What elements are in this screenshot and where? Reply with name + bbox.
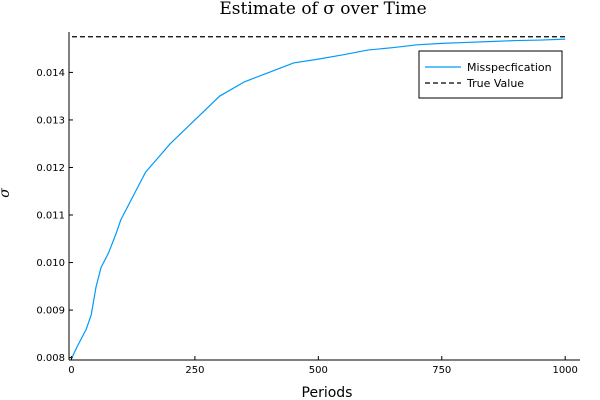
y-tick-label: 0.008 — [36, 353, 65, 364]
legend-label: True Value — [466, 77, 524, 90]
y-tick-label: 0.012 — [36, 163, 65, 174]
chart-title: Estimate of σ over Time — [219, 0, 426, 19]
y-tick-label: 0.014 — [36, 68, 65, 79]
legend-box — [418, 50, 563, 99]
y-tick-label: 0.009 — [36, 306, 65, 317]
x-tick-label: 750 — [432, 365, 451, 376]
y-tick-label: 0.011 — [36, 211, 65, 222]
plot-area: 0 250 500 750 1000 0.008 0.009 0.010 0.011 0.012 0… — [36, 32, 580, 376]
x-tick-label: 500 — [309, 365, 328, 376]
x-tick-label: 250 — [185, 365, 204, 376]
x-axis-label: Periods — [302, 385, 353, 400]
y-axis-label: σ — [0, 188, 13, 198]
y-tick-label: 0.010 — [36, 258, 65, 269]
series-line-1 — [71, 38, 566, 358]
x-tick-label: 0 — [68, 365, 74, 376]
x-tick-label: 1000 — [552, 365, 577, 376]
legend: Misspecfication True Value — [418, 50, 563, 99]
y-tick-label: 0.013 — [36, 115, 65, 126]
legend-label: Misspecfication — [467, 61, 552, 74]
